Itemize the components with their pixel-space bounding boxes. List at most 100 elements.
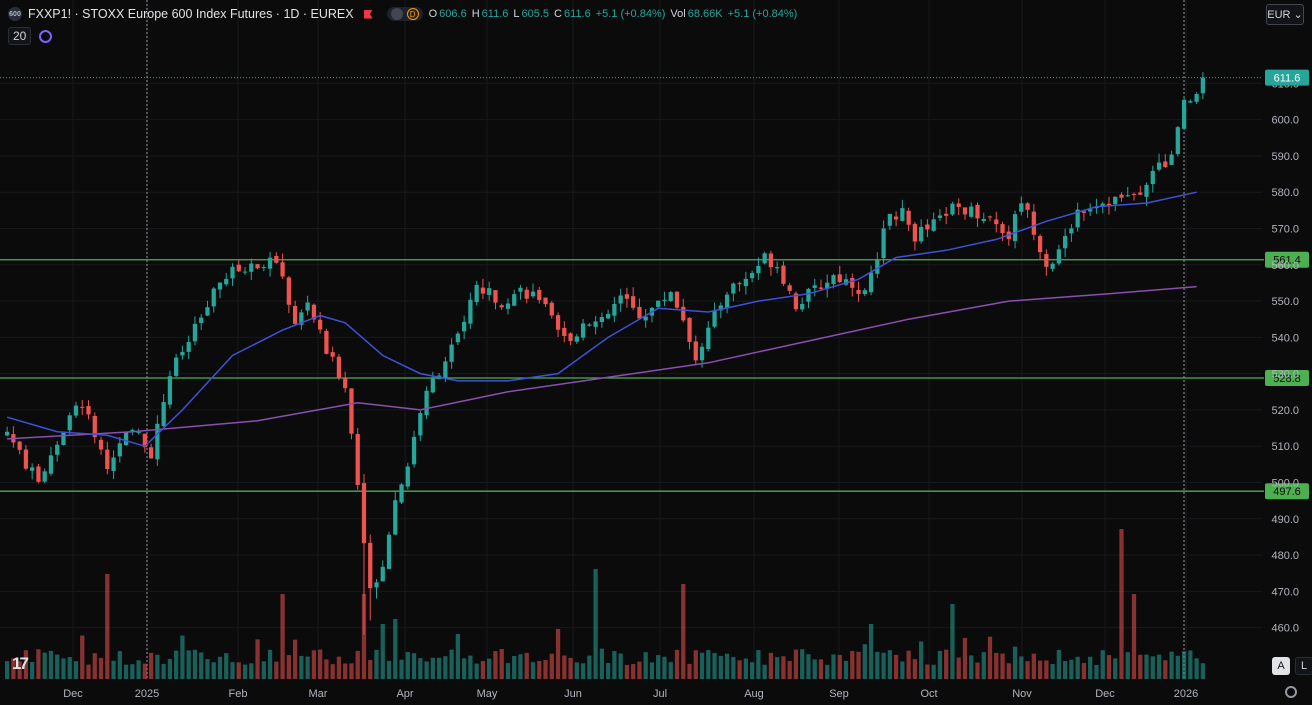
candle-body — [800, 303, 805, 310]
volume-bar — [856, 651, 861, 679]
volume-bar — [724, 653, 730, 679]
volume-bar — [92, 653, 97, 679]
ohlc-value: 611.6 — [481, 8, 509, 20]
candle-body — [399, 484, 404, 503]
candle-body — [80, 406, 85, 408]
volume-bar — [549, 653, 554, 679]
volume-bar — [1056, 650, 1062, 679]
level-label: 528.8 — [1273, 373, 1301, 385]
candle-body — [743, 278, 748, 287]
volume-bar — [975, 662, 980, 679]
volume-bar — [1188, 650, 1193, 679]
candle-body — [42, 471, 47, 482]
ohlc-key: Vol — [670, 8, 686, 20]
volume-bar — [299, 655, 304, 679]
candle-body — [969, 206, 974, 217]
volume-bar — [405, 651, 410, 679]
volume-bar — [806, 654, 811, 679]
candle-body — [1163, 161, 1168, 167]
candle-body — [242, 271, 248, 273]
volume-bar — [1069, 659, 1074, 679]
volume-bar — [1019, 656, 1024, 679]
log-scale-button[interactable]: L — [1295, 657, 1312, 675]
candle-body — [98, 439, 104, 450]
candle-body — [1194, 94, 1199, 102]
candle-body — [843, 279, 849, 285]
symbol-title[interactable]: FXXP1! · STOXX Europe 600 Index Futures … — [28, 7, 354, 21]
candle-body — [900, 208, 905, 221]
volume-bar — [61, 658, 66, 679]
volume-bar — [994, 652, 999, 679]
candle-body — [674, 291, 680, 308]
indicator-row: 20 — [8, 27, 53, 45]
volume-bar — [1063, 661, 1068, 679]
volume-bar — [618, 653, 623, 679]
candle-body — [618, 295, 623, 304]
volume-bar — [399, 659, 404, 679]
volume-bar — [962, 637, 968, 679]
candle-body — [712, 310, 717, 327]
status-pill[interactable]: D — [386, 7, 423, 21]
volume-bar — [474, 663, 479, 679]
volume-bar — [1094, 664, 1099, 679]
x-tick-label: Aug — [744, 688, 764, 700]
volume-bar — [912, 659, 918, 679]
candle-body — [856, 289, 861, 294]
volume-bar — [887, 650, 892, 679]
flag-icon[interactable] — [363, 9, 373, 19]
y-tick-label: 520.0 — [1271, 405, 1299, 417]
volume-bar — [343, 663, 348, 679]
volume-bar — [55, 654, 60, 679]
volume-bar — [775, 657, 780, 679]
candle-body — [568, 333, 573, 341]
ma-length-chip[interactable]: 20 — [8, 27, 32, 45]
volume-bar — [512, 655, 517, 679]
volume-bar — [11, 658, 16, 679]
volume-bar — [787, 660, 792, 679]
volume-bar — [230, 662, 235, 679]
volume-bar — [117, 651, 122, 679]
volume-bar — [731, 656, 736, 679]
volume-bar — [793, 649, 799, 679]
volume-bar — [587, 655, 592, 679]
volume-bar — [336, 656, 342, 679]
volume-bar — [1081, 662, 1087, 679]
candle-body — [825, 282, 830, 289]
currency-select[interactable]: EUR ⌄ — [1266, 4, 1304, 25]
candle-body — [324, 330, 329, 354]
candle-body — [731, 283, 736, 294]
candle-body — [111, 457, 116, 472]
y-tick-label: 590.0 — [1271, 151, 1299, 163]
candle-body — [55, 444, 60, 455]
volume-bar — [505, 663, 511, 679]
candle-body — [1088, 209, 1093, 212]
candle-body — [749, 273, 755, 279]
candle-body — [1056, 249, 1062, 264]
candle-body — [1031, 211, 1036, 235]
x-tick-label: Mar — [309, 688, 328, 700]
indicator-icon[interactable] — [39, 29, 53, 43]
volume-bar — [462, 658, 467, 679]
candle-body — [906, 210, 911, 225]
ma-slow-line — [7, 285, 1197, 440]
volume-bar — [599, 648, 604, 679]
candle-body — [418, 413, 423, 436]
x-tick-label: May — [477, 688, 498, 700]
auto-scale-button[interactable]: A — [1272, 657, 1290, 675]
volume-bar — [950, 604, 955, 679]
y-tick-label: 460.0 — [1271, 623, 1299, 635]
volume-bar — [649, 662, 655, 679]
volume-bar — [130, 664, 135, 679]
volume-bar — [781, 656, 786, 679]
volume-bar — [900, 661, 905, 679]
candle-body — [768, 253, 774, 268]
candle-body — [1069, 228, 1074, 234]
volume-bar — [937, 650, 943, 679]
x-tick-label: Oct — [920, 688, 937, 700]
volume-bar — [199, 652, 204, 679]
candle-body — [706, 327, 711, 349]
gear-icon[interactable] — [1285, 686, 1297, 698]
volume-bar — [205, 659, 210, 679]
level-label: 561.4 — [1273, 255, 1301, 267]
